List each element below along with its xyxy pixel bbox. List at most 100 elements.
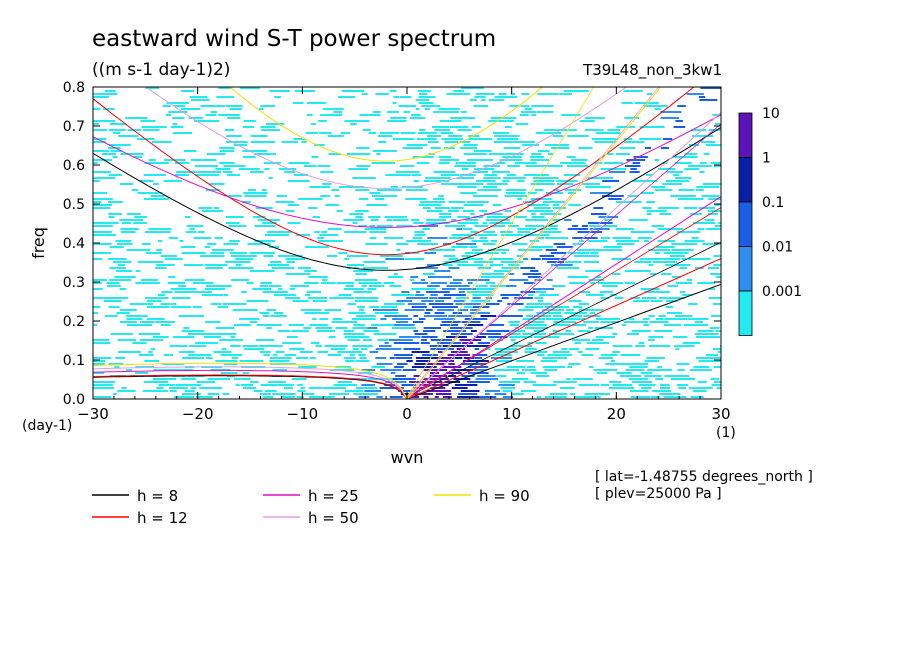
heat-cell <box>354 279 377 281</box>
heat-cell <box>174 105 186 107</box>
heat-cell <box>472 171 488 173</box>
heat-cell <box>269 90 290 92</box>
heat-cell <box>120 228 139 230</box>
heat-cell <box>694 333 719 335</box>
heat-cell <box>620 375 642 377</box>
heat-cell <box>543 129 568 131</box>
heat-cell <box>185 231 197 233</box>
heat-cell <box>353 270 374 272</box>
heat-cell <box>259 345 283 347</box>
heat-cell <box>696 186 720 188</box>
heat-cell <box>368 132 377 134</box>
heat-cell <box>138 333 161 335</box>
heat-cell <box>537 150 550 152</box>
heat-cell <box>103 108 115 110</box>
heat-cell <box>241 291 247 293</box>
heat-cell <box>624 270 651 272</box>
heat-cell <box>344 258 350 260</box>
heat-cell <box>507 174 516 176</box>
colorbar-swatch <box>738 290 753 336</box>
heat-cell <box>419 225 439 227</box>
heat-cell <box>344 120 370 122</box>
y-tick-label: 0.8 <box>63 80 85 96</box>
heat-cell <box>93 252 112 254</box>
heat-cell <box>115 240 132 242</box>
heat-cell <box>506 366 526 368</box>
heat-cell <box>379 255 403 257</box>
heat-cell <box>210 111 217 113</box>
heat-cell <box>507 165 520 167</box>
heat-cell <box>133 156 143 158</box>
heat-cell <box>588 279 605 281</box>
heat-cell <box>345 285 354 287</box>
y-tick-label: 0.7 <box>63 119 85 135</box>
heat-cell <box>309 186 331 188</box>
heat-cell <box>542 201 565 203</box>
heat-cell <box>93 129 108 131</box>
heat-cell <box>423 369 447 371</box>
heat-cell <box>181 393 201 395</box>
heat-cell <box>619 147 636 149</box>
heat-cell <box>152 378 177 380</box>
heat-cell <box>198 207 213 209</box>
heat-cell <box>563 90 589 92</box>
heat-cell <box>310 123 316 125</box>
heat-cell <box>443 255 456 257</box>
heat-cell <box>667 285 678 287</box>
heat-cell <box>205 357 213 359</box>
heat-cell <box>486 183 508 185</box>
heat-cell <box>214 237 223 239</box>
heat-cell <box>165 114 172 116</box>
heat-cell <box>542 357 568 359</box>
heat-cell <box>297 267 312 269</box>
heat-cell <box>565 330 571 332</box>
heat-cell <box>492 204 502 206</box>
heat-cell <box>355 360 370 362</box>
heat-cell <box>378 141 387 143</box>
heat-cell <box>430 294 438 296</box>
heat-cell <box>574 396 601 398</box>
heat-cell <box>418 204 441 206</box>
heat-cell <box>320 114 342 116</box>
heat-cell <box>362 129 371 131</box>
heat-cell <box>173 396 195 398</box>
heat-cell <box>472 294 494 296</box>
heat-cell <box>184 390 195 392</box>
heat-cell <box>536 396 542 398</box>
heat-cell <box>500 261 524 263</box>
x-unit-label: (1) <box>716 425 736 441</box>
heat-cell <box>172 117 185 119</box>
heat-cell <box>523 258 529 260</box>
heat-cell <box>242 372 249 374</box>
heat-cell <box>578 303 589 305</box>
heat-cell <box>421 300 434 302</box>
heat-cell <box>141 126 167 128</box>
heat-cell <box>493 369 519 371</box>
heat-cell <box>119 219 144 221</box>
heat-cell <box>560 162 586 164</box>
heat-cell <box>457 216 470 218</box>
heat-cell <box>266 309 277 311</box>
heat-cell <box>275 351 285 353</box>
heat-cell <box>686 279 693 281</box>
heat-cell <box>527 321 545 323</box>
heat-cell <box>522 318 545 320</box>
heat-cell <box>561 114 581 116</box>
heat-cell <box>295 357 309 359</box>
heat-cell <box>424 312 431 314</box>
heat-cell <box>532 177 559 179</box>
heat-cell <box>507 303 524 305</box>
colorbar-label: 0.01 <box>762 240 793 256</box>
heat-cell <box>632 300 650 302</box>
heat-cell <box>572 378 593 380</box>
heat-cell <box>462 258 471 260</box>
ig-curve <box>93 126 721 271</box>
heat-cell <box>108 363 124 365</box>
heat-cell <box>698 360 721 362</box>
heat-cell <box>486 303 500 305</box>
heat-cell <box>455 243 477 245</box>
heat-cell <box>163 354 173 356</box>
heat-cell <box>533 315 552 317</box>
heat-cell <box>402 369 417 371</box>
heat-cell <box>436 360 454 362</box>
